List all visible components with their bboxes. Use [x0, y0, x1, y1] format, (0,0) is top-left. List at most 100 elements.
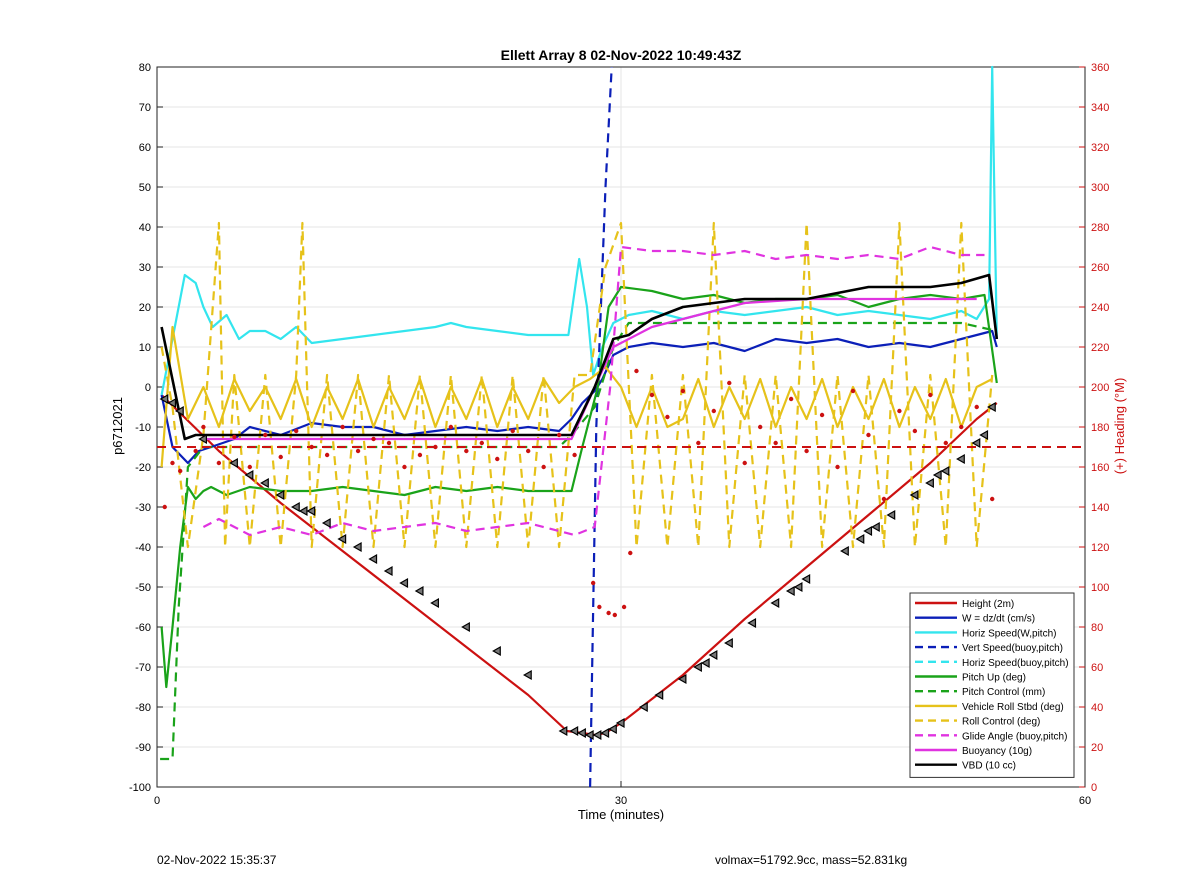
heading-point [278, 454, 283, 460]
legend-label-glide-angle-buoy-pitch: Glide Angle (buoy,pitch) [962, 731, 1067, 742]
footer-timestamp: 02-Nov-2022 15:35:37 [157, 853, 277, 867]
legend-label-vert-speed-buoy-pitch: Vert Speed(buoy,pitch) [962, 643, 1063, 654]
x-tick-label: 60 [1079, 795, 1091, 807]
right-tick-label: 0 [1091, 782, 1097, 794]
height-marker [932, 469, 942, 481]
right-tick-label: 160 [1091, 462, 1109, 474]
x-axis: 0 30 60 [154, 781, 1091, 807]
x-tick-label: 30 [615, 795, 627, 807]
heading-point [247, 464, 252, 470]
y-tick-label: 80 [139, 62, 151, 74]
heading-point [510, 428, 515, 434]
heading-point [294, 428, 299, 434]
height-marker [229, 457, 238, 469]
heading-point [309, 444, 314, 450]
heading-point [665, 414, 670, 420]
right-tick-label: 200 [1091, 382, 1109, 394]
height-marker [584, 729, 594, 741]
heading-point [959, 424, 964, 430]
heading-point [819, 412, 825, 418]
heading-point [943, 440, 948, 446]
y-tick-label: -20 [135, 462, 151, 474]
heading-point [597, 604, 602, 610]
y-tick-label: 10 [139, 342, 151, 354]
height-marker [840, 545, 849, 557]
heading-point [866, 432, 871, 438]
heading-point [479, 440, 484, 446]
y-tick-label: -40 [135, 542, 151, 554]
right-tick-label: 320 [1091, 142, 1109, 154]
right-tick-label: 100 [1091, 582, 1109, 594]
heading-point [912, 428, 918, 434]
height-marker [863, 525, 873, 537]
legend-label-pitch-control-mm: Pitch Control (mm) [962, 687, 1045, 698]
height-marker [909, 489, 919, 501]
heading-point [464, 448, 469, 454]
height-marker [801, 573, 811, 585]
heading-point [850, 388, 856, 394]
heading-point [371, 436, 376, 442]
heading-point [649, 392, 655, 398]
height-marker [275, 489, 285, 501]
height-marker [337, 533, 347, 545]
right-axis: 0 20 40 60 80 100 120 140 160 180 200 220 240 260 280 3… [1079, 62, 1109, 794]
height-marker [368, 553, 378, 565]
x-axis-label: Time (minutes) [578, 807, 664, 822]
heading-point [711, 408, 716, 414]
height-marker [971, 437, 981, 449]
legend-label-horiz-speed-buoy-pitch: Horiz Speed(buoy,pitch) [962, 658, 1069, 669]
height-marker [569, 725, 579, 737]
heading-point [990, 496, 995, 502]
height-marker [693, 661, 702, 673]
legend-label-buoyancy-10g: Buoyancy (10g) [962, 746, 1032, 757]
y-tick-label: 40 [139, 222, 151, 234]
heading-point [526, 448, 531, 454]
heading-point [628, 550, 633, 556]
heading-point [448, 424, 454, 430]
heading-layer [157, 368, 1085, 618]
right-tick-label: 40 [1091, 702, 1103, 714]
heading-point [974, 404, 979, 410]
heading-point [170, 460, 175, 466]
heading-point [727, 380, 732, 386]
height-marker [430, 597, 439, 609]
height-marker [577, 727, 586, 739]
heading-point [402, 464, 407, 470]
y-axis-label: p6712021 [110, 397, 125, 455]
legend-label-horiz-speed-w-pitch: Horiz Speed(W,pitch) [962, 628, 1056, 639]
right-tick-label: 260 [1091, 262, 1109, 274]
y-tick-label: -80 [135, 702, 151, 714]
right-tick-label: 220 [1091, 342, 1109, 354]
series-horiz-speed-w-pitch [160, 65, 998, 396]
series-pitch-up-deg [160, 285, 998, 689]
heading-point [696, 440, 701, 446]
heading-point [788, 396, 794, 402]
heading-point [193, 448, 198, 454]
height-marker [608, 723, 617, 735]
height-marker [724, 637, 733, 649]
heading-point [634, 368, 639, 374]
right-tick-label: 60 [1091, 662, 1103, 674]
height-marker [855, 533, 865, 545]
heading-point [417, 452, 423, 458]
height-marker [956, 453, 965, 465]
right-tick-label: 140 [1091, 502, 1109, 514]
heading-point [612, 612, 618, 618]
height-marker [492, 645, 501, 657]
series-vbd-10-cc [160, 273, 999, 441]
height-marker [321, 517, 331, 529]
heading-point [541, 464, 546, 470]
y-tick-label: -50 [135, 582, 151, 594]
legend-box [909, 592, 1075, 778]
right-axis-label: (+) Heading (°M) [1112, 378, 1127, 475]
y-tick-label: 30 [139, 262, 151, 274]
height-marker [940, 465, 950, 477]
marker-layer [159, 393, 996, 741]
chart-title: Ellett Array 8 02-Nov-2022 10:49:43Z [501, 47, 742, 63]
series-buoyancy-10g [203, 297, 977, 441]
height-marker [522, 669, 532, 681]
height-marker [558, 725, 568, 737]
height-marker [770, 597, 780, 609]
height-marker [986, 401, 996, 413]
